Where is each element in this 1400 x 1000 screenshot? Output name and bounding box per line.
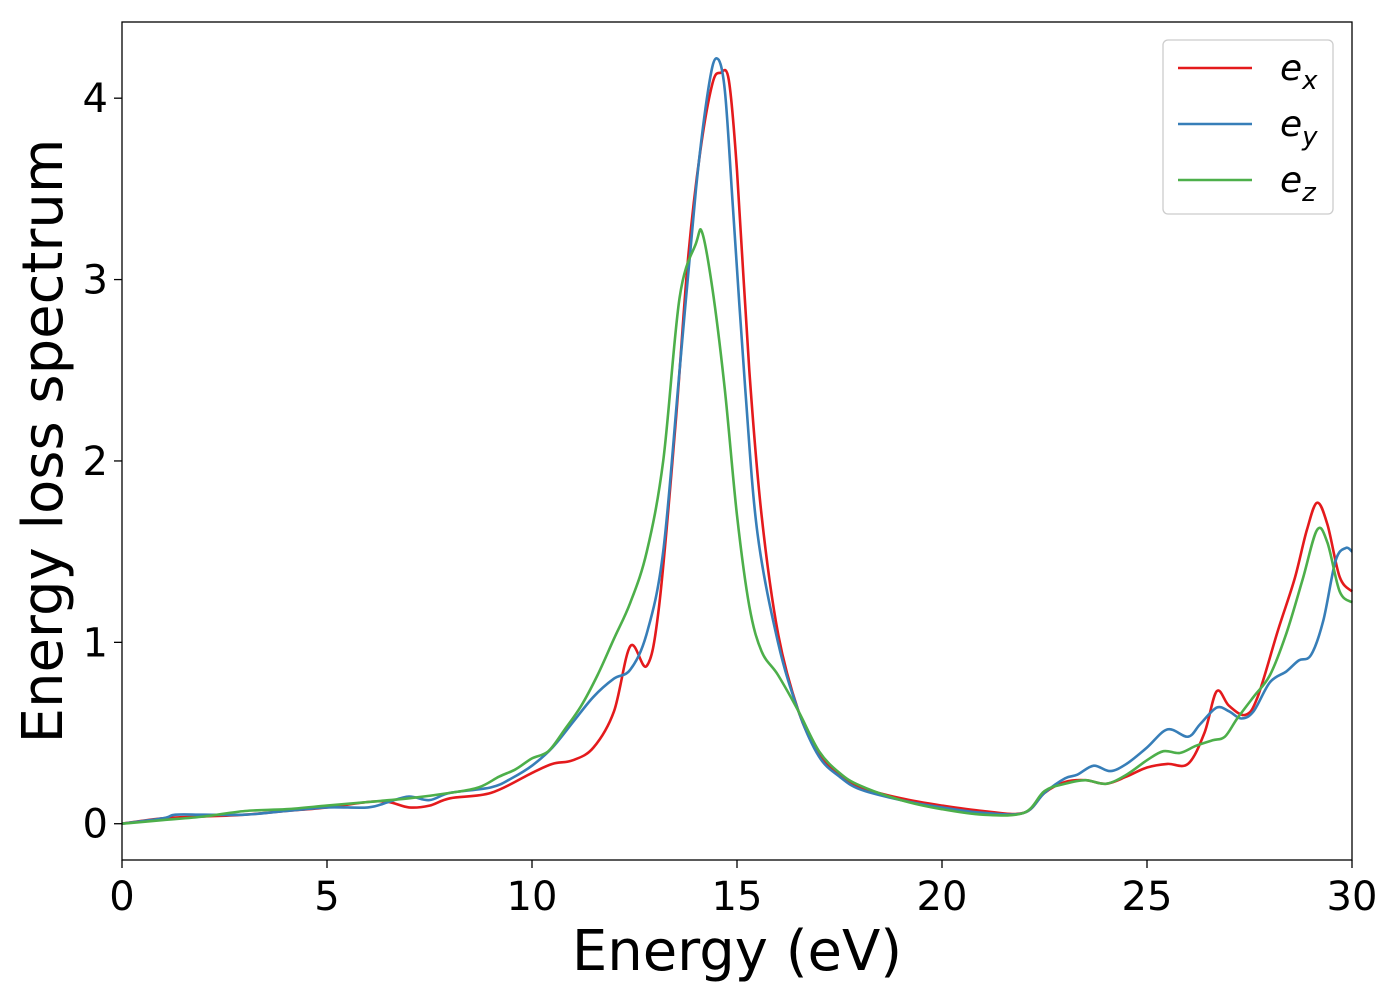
- legend-label-subscript: x: [1301, 66, 1318, 96]
- x-axis-title: Energy (eV): [572, 919, 902, 984]
- x-tick-label: 15: [712, 874, 763, 920]
- legend-label-base: e: [1280, 160, 1302, 201]
- x-tick-label: 10: [507, 874, 558, 920]
- legend-label-x: ex: [1280, 48, 1318, 96]
- x-tick-label: 25: [1122, 874, 1173, 920]
- y-tick-label: 1: [83, 620, 108, 666]
- x-tick-label: 20: [917, 874, 968, 920]
- series-line-z: [121, 228, 1353, 825]
- legend-label-y: ey: [1280, 104, 1318, 152]
- legend-label-subscript: z: [1301, 178, 1317, 208]
- legend-label-subscript: y: [1301, 122, 1318, 152]
- series-layer: [121, 57, 1353, 825]
- y-axis-title: Energy loss spectrum: [11, 139, 76, 744]
- legend-label-base: e: [1280, 104, 1302, 145]
- series-line-x: [121, 68, 1353, 825]
- x-tick-label: 30: [1327, 874, 1378, 920]
- x-axis: 0 5 10 15 20 25 30: [109, 860, 1377, 920]
- y-tick-label: 3: [83, 258, 108, 304]
- y-tick-label: 2: [83, 439, 108, 485]
- legend-label-z: ez: [1280, 160, 1317, 208]
- x-tick-label: 0: [109, 874, 134, 920]
- legend-label-base: e: [1280, 48, 1302, 89]
- legend-box: [1162, 39, 1334, 215]
- y-tick-label: 0: [83, 802, 108, 848]
- y-tick-label: 4: [83, 76, 108, 122]
- x-tick-label: 5: [314, 874, 339, 920]
- series-line-y: [121, 57, 1353, 825]
- y-axis: 0 1 2 3 4: [83, 76, 122, 848]
